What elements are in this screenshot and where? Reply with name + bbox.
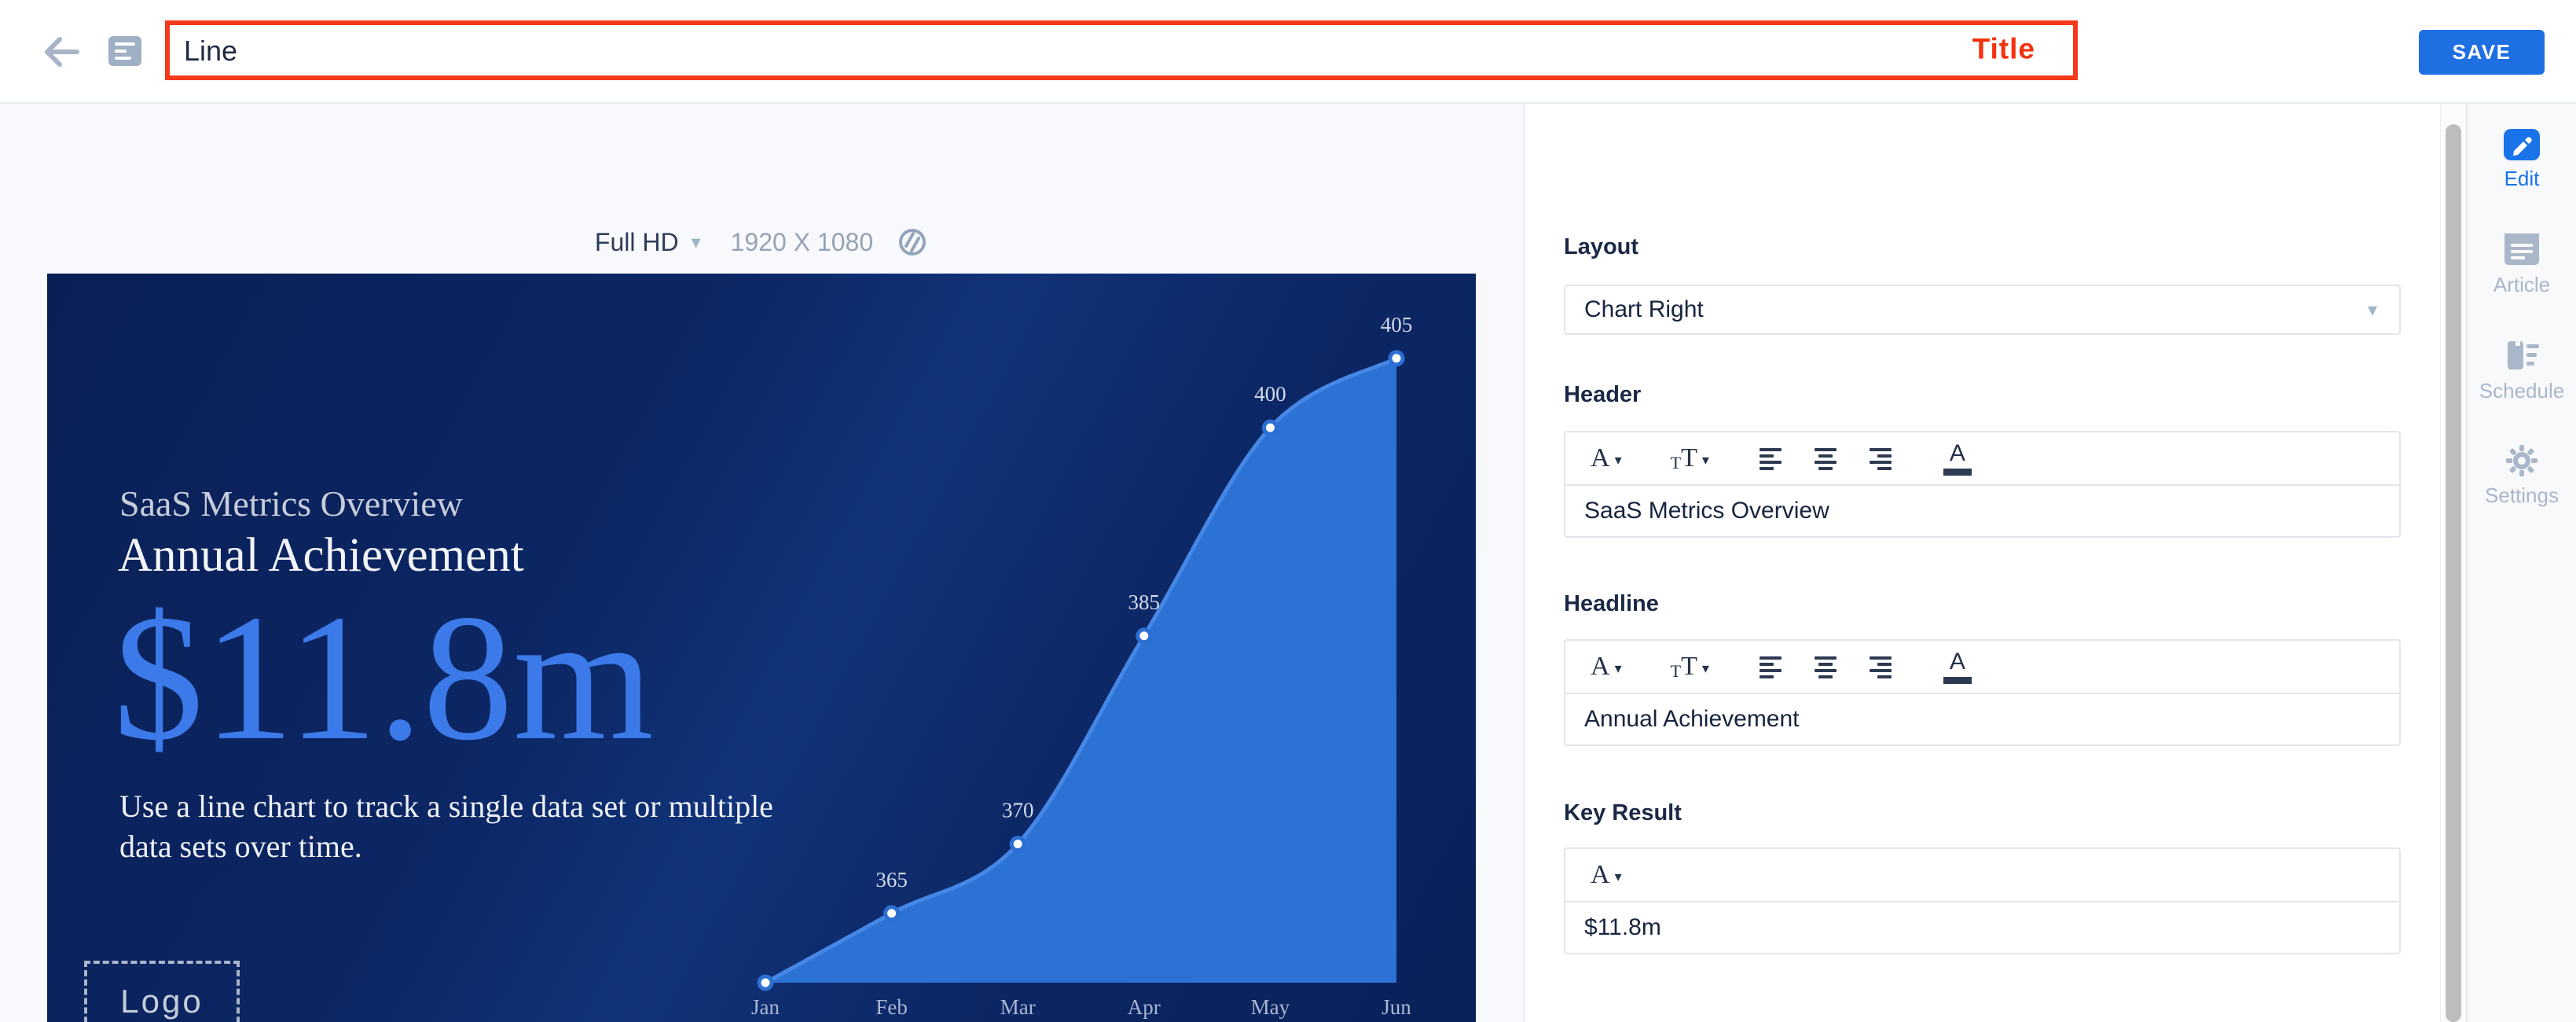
title-input-value: Line — [184, 35, 238, 67]
resolution-row: Full HD ▾ 1920 X 1080 — [47, 226, 1476, 258]
gear-icon — [2505, 445, 2537, 476]
chart-point — [1009, 836, 1026, 852]
chart-point — [1136, 627, 1153, 645]
save-button[interactable]: SAVE — [2419, 30, 2545, 75]
sidebar-item-label: Edit — [2504, 167, 2540, 190]
chart-point — [1261, 419, 1279, 436]
chart-point — [883, 905, 901, 922]
sidebar-item-schedule[interactable]: Schedule — [2479, 338, 2564, 403]
header-field: A ▾ T T ▾ A — [1564, 431, 2401, 538]
chart-month-label: Apr — [1128, 995, 1161, 1019]
sidebar-item-label: Article — [2493, 273, 2551, 296]
font-color-button[interactable]: A — [1943, 441, 1972, 476]
panel-scrollbar-track — [2440, 104, 2467, 1022]
font-family-button[interactable]: A ▾ — [1591, 652, 1622, 681]
logo-placeholder-label: Logo — [120, 982, 204, 1020]
align-center-icon[interactable] — [1813, 655, 1840, 678]
layout-section-heading: Layout — [1564, 234, 1639, 259]
chevron-down-icon[interactable]: ▾ — [691, 231, 701, 253]
sidebar-item-label: Schedule — [2479, 379, 2565, 403]
key-result-field: A ▾ $11.8m — [1564, 847, 2401, 954]
article-icon — [2504, 233, 2539, 265]
right-sidebar: Edit Article Schedule — [2466, 102, 2576, 1022]
layout-select[interactable]: Chart Right ▾ — [1564, 285, 2401, 335]
header-input[interactable]: SaaS Metrics Overview — [1565, 486, 2399, 536]
font-size-button[interactable]: T T ▾ — [1670, 443, 1709, 472]
chart-point — [757, 974, 774, 991]
chart-month-label: Jan — [751, 995, 780, 1019]
headline-toolbar: A ▾ T T ▾ A — [1565, 641, 2399, 694]
header-section-heading: Header — [1564, 382, 1642, 407]
headline-field: A ▾ T T ▾ A — [1564, 639, 2401, 746]
chart-point-label: 365 — [875, 868, 908, 891]
resolution-value: 1920 X 1080 — [730, 227, 874, 256]
key-result-input[interactable]: $11.8m — [1565, 903, 2399, 953]
chart-point — [1388, 350, 1405, 367]
align-right-icon[interactable] — [1868, 655, 1895, 678]
chart-point-label: 405 — [1381, 313, 1413, 336]
line-chart: Jan 365 Feb 370 Mar 385 Apr 400 May 405 Jun — [751, 313, 1413, 1019]
schedule-icon — [2507, 341, 2539, 369]
key-result-section-heading: Key Result — [1564, 800, 1682, 825]
chart-area-fill — [765, 358, 1396, 983]
chart-month-label: Jun — [1382, 995, 1411, 1019]
link-off-icon[interactable] — [897, 226, 928, 258]
chart-month-label: Mar — [1000, 995, 1036, 1019]
header-toolbar: A ▾ T T ▾ A — [1565, 432, 2399, 486]
key-result-toolbar: A ▾ — [1565, 849, 2399, 903]
headline-input[interactable]: Annual Achievement — [1565, 694, 2399, 744]
chart-point-label: 385 — [1128, 590, 1161, 614]
font-family-button[interactable]: A ▾ — [1591, 443, 1622, 472]
slide-headline-text: Annual Achievement — [118, 529, 524, 582]
chevron-down-icon: ▾ — [2367, 299, 2377, 321]
chart-point-label: 370 — [1002, 799, 1034, 822]
sidebar-item-article[interactable]: Article — [2493, 232, 2550, 297]
headline-input-value: Annual Achievement — [1584, 706, 1800, 732]
chart-month-label: May — [1251, 995, 1290, 1019]
font-family-button[interactable]: A ▾ — [1591, 860, 1622, 889]
align-center-icon[interactable] — [1813, 447, 1840, 470]
slide-header-text: SaaS Metrics Overview — [119, 483, 463, 524]
font-size-button[interactable]: T T ▾ — [1670, 652, 1709, 681]
align-right-icon[interactable] — [1868, 447, 1895, 470]
preview-pane: Full HD ▾ 1920 X 1080 Jan 365 Feb 370 Mar 385… — [0, 102, 1525, 1022]
sidebar-item-label: Settings — [2485, 483, 2559, 507]
slide-description-text: Use a line chart to track a single data … — [119, 789, 773, 865]
logo-placeholder: Logo — [84, 961, 240, 1022]
panel-scrollbar-thumb[interactable] — [2446, 124, 2461, 1022]
pencil-icon — [2504, 129, 2540, 160]
key-result-input-value: $11.8m — [1584, 914, 1661, 940]
slide-key-result-text: $11.8m — [113, 577, 654, 778]
chart-month-label: Feb — [875, 995, 908, 1019]
align-left-icon[interactable] — [1758, 655, 1785, 678]
sidebar-item-settings[interactable]: Settings — [2485, 444, 2559, 508]
layout-select-value: Chart Right — [1584, 296, 1704, 322]
chart-point-label: 400 — [1254, 382, 1286, 406]
title-input[interactable]: Line — [165, 22, 2078, 80]
font-color-button[interactable]: A — [1943, 649, 1972, 684]
align-left-icon[interactable] — [1758, 447, 1785, 470]
settings-panel: Layout Chart Right ▾ Header A ▾ T T ▾ — [1526, 102, 2440, 1022]
headline-section-heading: Headline — [1564, 591, 1659, 616]
top-bar: Line Title SAVE — [0, 0, 2576, 104]
header-input-value: SaaS Metrics Overview — [1584, 498, 1829, 524]
resolution-dropdown[interactable]: Full HD — [594, 227, 679, 256]
sidebar-item-edit[interactable]: Edit — [2504, 129, 2540, 191]
back-arrow-icon[interactable] — [42, 33, 80, 71]
document-icon — [108, 36, 141, 66]
slide-preview: Jan 365 Feb 370 Mar 385 Apr 400 May 405 Jun SaaS M… — [47, 274, 1476, 1022]
